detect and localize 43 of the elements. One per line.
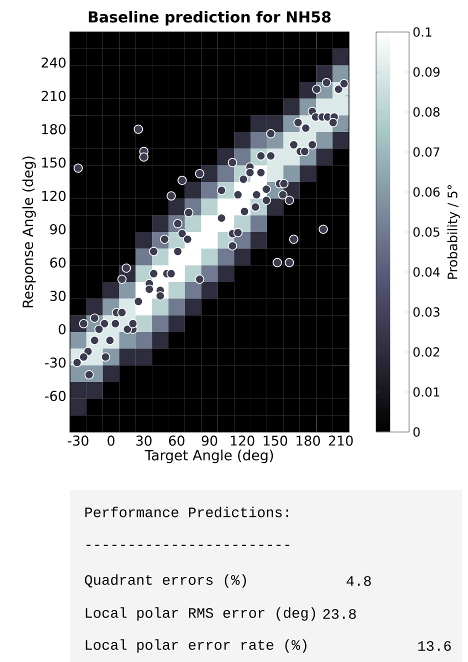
y-tick-label: 90 — [50, 224, 66, 234]
x-tick-label: 120 — [230, 436, 254, 446]
color-bar-label: 0.1 — [413, 27, 432, 37]
text: ------------------------ — [86, 544, 290, 546]
y-tick-label: 180 — [42, 124, 66, 134]
y-tick-label: -30 — [45, 357, 66, 368]
color-bar-label: 0.04 — [413, 267, 440, 277]
y-tick-label: -60 — [45, 390, 66, 401]
x-tick-label: 150 — [264, 436, 288, 446]
y-tick-label: 60 — [50, 257, 66, 268]
color-bar-label: 0.02 — [413, 347, 440, 357]
chart-title: Baseline prediction for NH58 — [88, 10, 331, 26]
color-bar-label: 0.01 — [413, 387, 440, 397]
x-tick-label: -30 — [68, 436, 88, 446]
color-bar-label: 0.05 — [413, 227, 440, 237]
color-bar-label: 0 — [413, 427, 420, 437]
text: 23.8 — [323, 609, 356, 619]
color-bar-label: 0.08 — [413, 107, 440, 117]
y-tick-label: 30 — [50, 290, 66, 301]
text: 4.8 — [346, 576, 371, 586]
color-bar-label: 0.09 — [413, 67, 440, 77]
y-tick-label: 210 — [42, 90, 66, 102]
x-axis-title: Target Angle (deg) — [144, 450, 273, 464]
text: Local polar error rate (%) — [86, 639, 306, 653]
x-tick-label: 210 — [328, 436, 353, 446]
color-bar-label: 0.03 — [413, 307, 440, 317]
text: Local polar RMS error (deg) — [86, 607, 316, 621]
x-tick-label: 90 — [202, 436, 218, 446]
y-tick-label: 120 — [42, 190, 66, 201]
x-tick-label: 60 — [169, 436, 184, 446]
x-tick-label: 0 — [108, 436, 114, 446]
text: 13.6 — [418, 641, 451, 651]
y-tick-label: 150 — [42, 157, 66, 168]
color-bar-title: Probability / 5° — [447, 185, 460, 279]
y-tick-label: 240 — [42, 57, 66, 68]
y-tick-label: 0 — [58, 324, 66, 334]
color-bar-label: 0.07 — [413, 147, 440, 157]
color-bar-label: 0.06 — [413, 187, 440, 197]
y-axis-title: Response Angle (deg) — [22, 156, 36, 308]
x-tick-label: 180 — [296, 436, 320, 446]
text: Performance Predictions: — [85, 506, 288, 518]
text: Quadrant errors (%) — [84, 574, 246, 588]
x-tick-label: 30 — [136, 436, 152, 446]
